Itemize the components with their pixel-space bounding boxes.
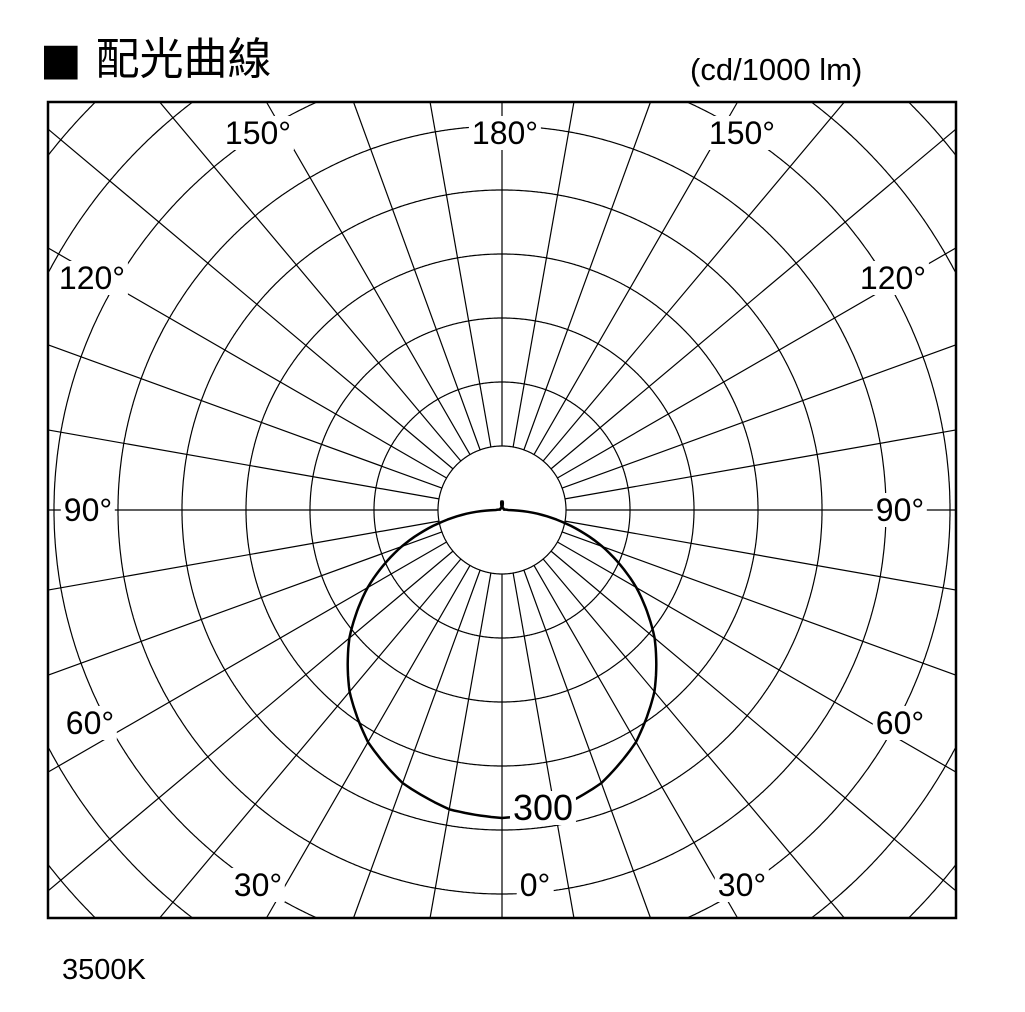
grid-spoke — [47, 128, 454, 470]
grid-spoke — [352, 101, 481, 451]
grid-spoke — [47, 550, 454, 892]
grid-spoke — [352, 569, 481, 919]
angle-label-180: 180° — [468, 116, 542, 150]
grid-spoke — [512, 572, 575, 919]
grid-spoke — [512, 101, 575, 448]
grid-spoke — [47, 531, 443, 676]
angle-label-150-left: 150° — [221, 116, 295, 150]
grid-spoke — [47, 429, 440, 500]
grid-spoke — [429, 101, 492, 448]
curve-layer — [346, 499, 658, 820]
angle-label-60-left: 60° — [62, 706, 118, 740]
grid-spoke — [47, 344, 443, 489]
angle-label-30-left: 30° — [230, 868, 286, 902]
chart-title: ■ 配光曲線 — [40, 34, 272, 85]
angle-label-120-left: 120° — [55, 261, 129, 295]
angle-label-120-right: 120° — [856, 261, 930, 295]
grid-spoke — [533, 101, 739, 455]
radial-scale-label: 300 — [509, 790, 577, 826]
angle-label-30-right: 30° — [714, 868, 770, 902]
grid-spoke — [159, 558, 462, 919]
plot-frame — [46, 100, 958, 920]
grid-ring — [48, 101, 956, 919]
grid-spoke — [159, 101, 462, 462]
color-temperature-label: 3500K — [62, 954, 146, 986]
grid-ring — [437, 445, 567, 575]
grid-spoke — [561, 531, 957, 676]
intensity-curve — [346, 499, 658, 820]
grid-spoke — [429, 572, 492, 919]
grid-spoke — [523, 569, 652, 919]
grid-spoke — [47, 520, 440, 591]
grid-spoke — [564, 429, 957, 500]
grid-spoke — [561, 344, 957, 489]
angle-label-90-left: 90° — [60, 493, 116, 527]
grid-ring — [47, 102, 957, 918]
grid-spoke — [550, 550, 957, 892]
grid-spoke — [542, 558, 845, 919]
grid-spoke — [564, 520, 957, 591]
angle-label-90-right: 90° — [872, 493, 928, 527]
grid-spoke — [550, 128, 957, 470]
angle-label-150-right: 150° — [705, 116, 779, 150]
grid-spoke — [523, 101, 652, 451]
angle-label-0: 0° — [516, 868, 554, 902]
unit-label: (cd/1000 lm) — [690, 52, 863, 87]
polar-grid — [47, 101, 957, 919]
angle-label-60-right: 60° — [872, 706, 928, 740]
grid-spoke — [542, 101, 845, 462]
grid-spoke — [265, 101, 471, 455]
